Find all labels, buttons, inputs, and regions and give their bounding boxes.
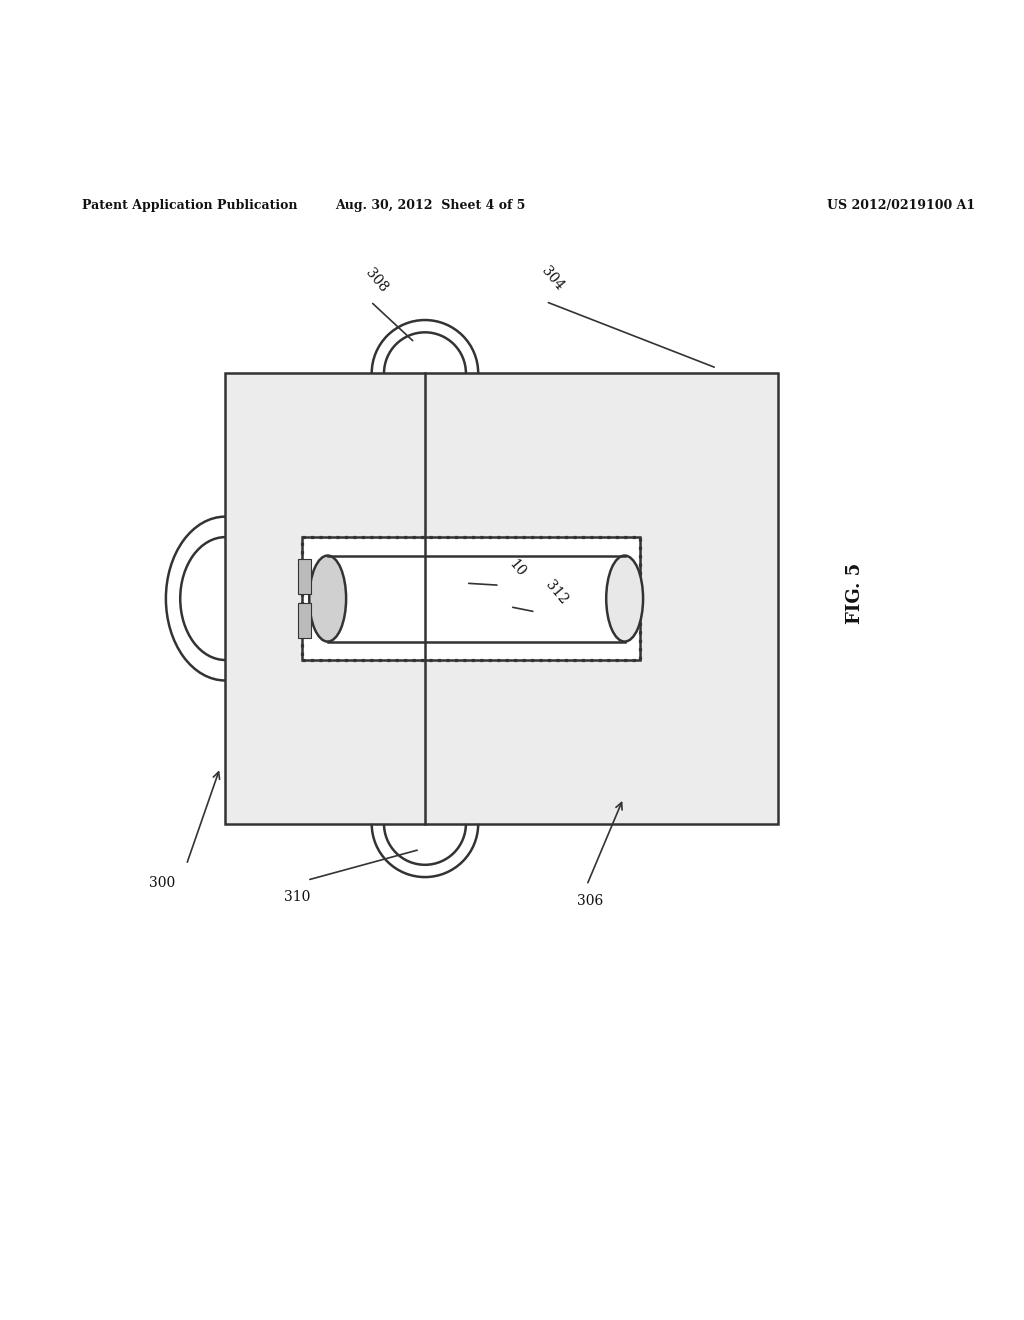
Bar [225,374,778,824]
Bar [298,560,310,594]
Text: US 2012/0219100 A1: US 2012/0219100 A1 [827,199,975,211]
Text: 306: 306 [577,894,603,908]
Text: 304: 304 [539,264,567,293]
Bar [302,537,640,660]
Text: Patent Application Publication: Patent Application Publication [82,199,297,211]
Text: Aug. 30, 2012  Sheet 4 of 5: Aug. 30, 2012 Sheet 4 of 5 [335,199,525,211]
Text: 308: 308 [364,267,390,296]
Bar [302,537,640,660]
Bar [298,603,310,638]
Text: 300: 300 [148,876,175,890]
Text: FIG. 5: FIG. 5 [846,562,864,624]
Ellipse shape [309,556,346,642]
Text: 10: 10 [506,557,528,579]
Ellipse shape [606,556,643,642]
Text: 312: 312 [543,578,570,607]
Text: 310: 310 [284,891,310,904]
